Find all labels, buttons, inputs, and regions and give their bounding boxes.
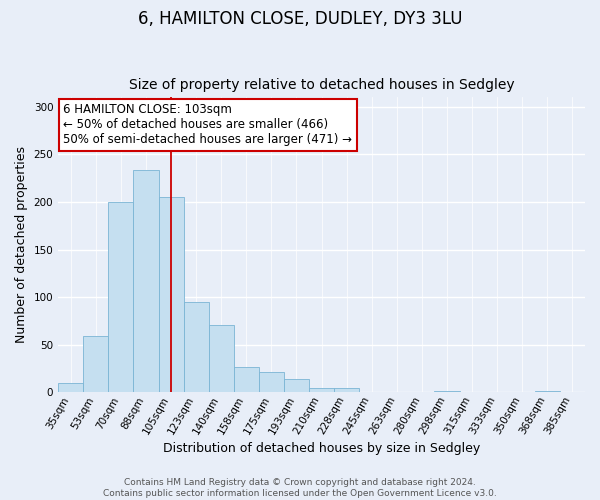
Text: 6, HAMILTON CLOSE, DUDLEY, DY3 3LU: 6, HAMILTON CLOSE, DUDLEY, DY3 3LU [138,10,462,28]
Bar [184,302,209,392]
Bar [434,391,460,392]
Bar [133,170,158,392]
Bar [83,336,109,392]
Bar [259,372,284,392]
Bar [209,324,234,392]
Bar [158,197,184,392]
X-axis label: Distribution of detached houses by size in Sedgley: Distribution of detached houses by size … [163,442,480,455]
Y-axis label: Number of detached properties: Number of detached properties [15,146,28,344]
Bar [234,366,259,392]
Title: Size of property relative to detached houses in Sedgley: Size of property relative to detached ho… [129,78,514,92]
Bar [109,202,133,392]
Text: Contains HM Land Registry data © Crown copyright and database right 2024.
Contai: Contains HM Land Registry data © Crown c… [103,478,497,498]
Text: 6 HAMILTON CLOSE: 103sqm
← 50% of detached houses are smaller (466)
50% of semi-: 6 HAMILTON CLOSE: 103sqm ← 50% of detach… [64,103,352,146]
Bar [334,388,359,392]
Bar [284,379,309,392]
Bar [535,391,560,392]
Bar [58,382,83,392]
Bar [309,388,334,392]
